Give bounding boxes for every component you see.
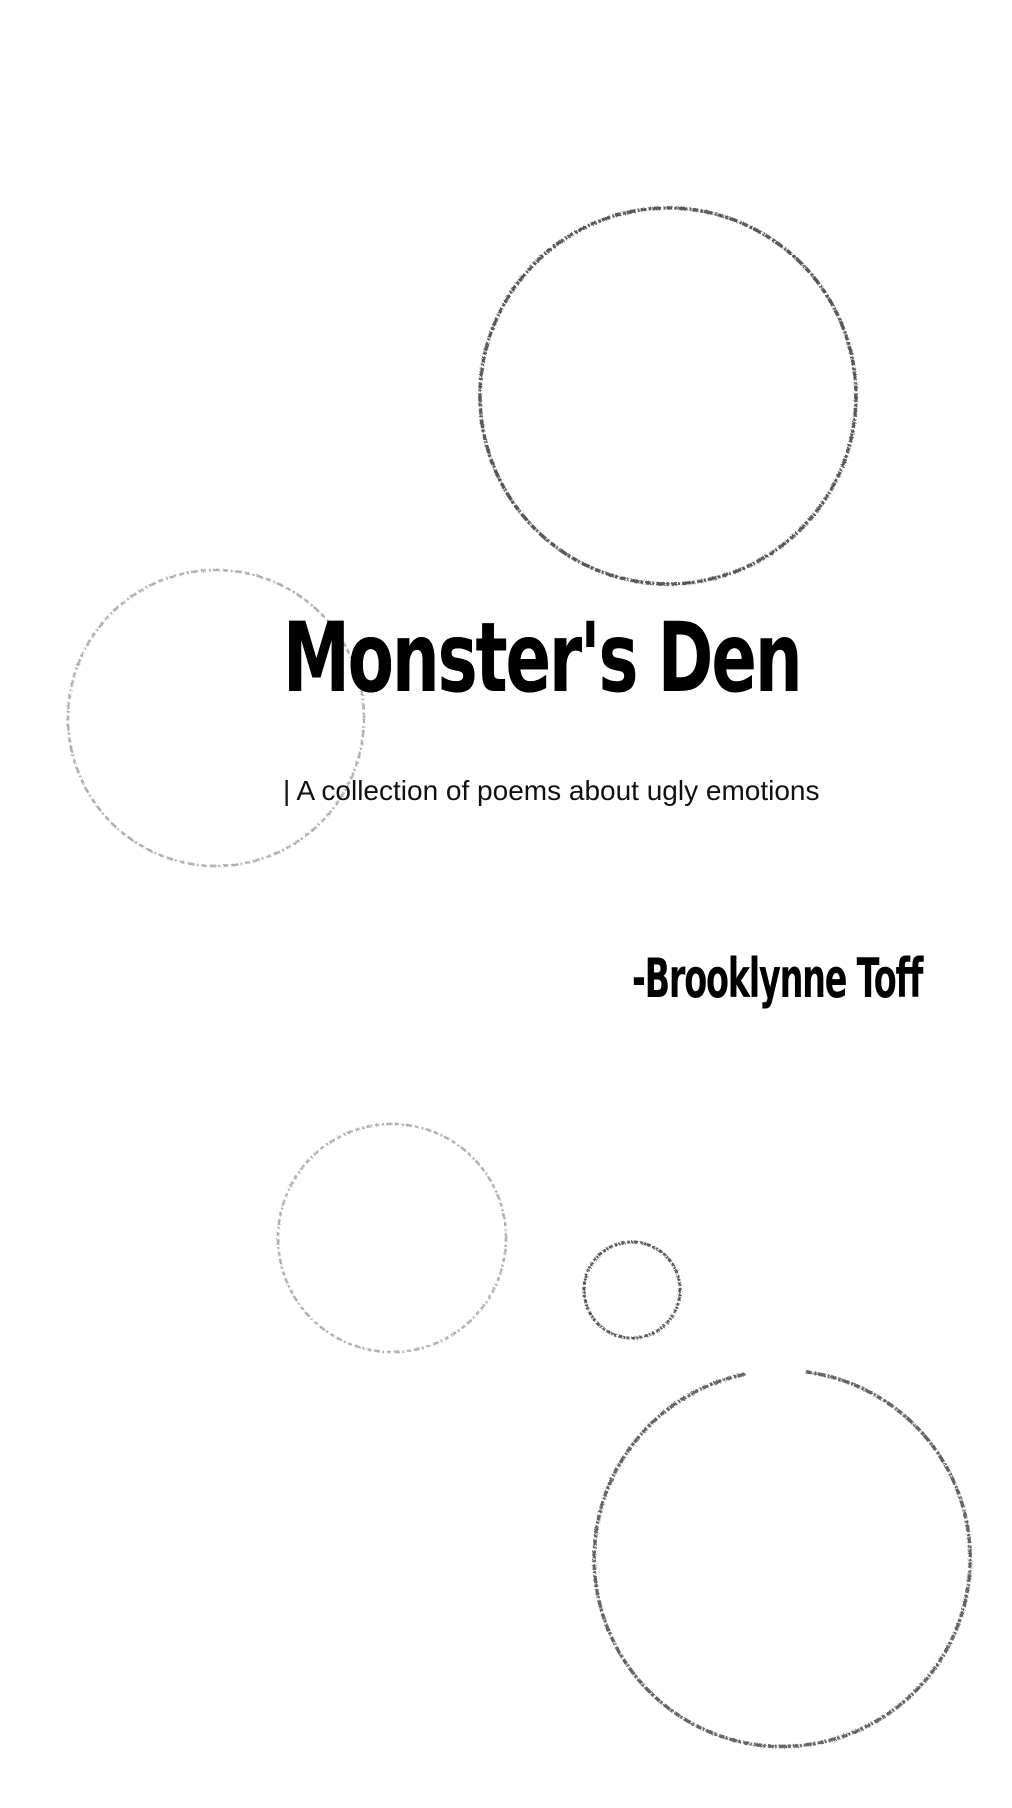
ring-left — [66, 568, 366, 868]
ring-bottom-right — [592, 1370, 972, 1749]
book-subtitle: | A collection of poems about ugly emoti… — [283, 775, 820, 806]
ring-lower-left — [276, 1122, 508, 1354]
book-title: Monster's Den — [283, 602, 803, 714]
author-name: -Brooklynne Toff — [632, 947, 923, 1010]
ring-top-right — [478, 206, 858, 586]
ring-small-center — [582, 1240, 682, 1340]
